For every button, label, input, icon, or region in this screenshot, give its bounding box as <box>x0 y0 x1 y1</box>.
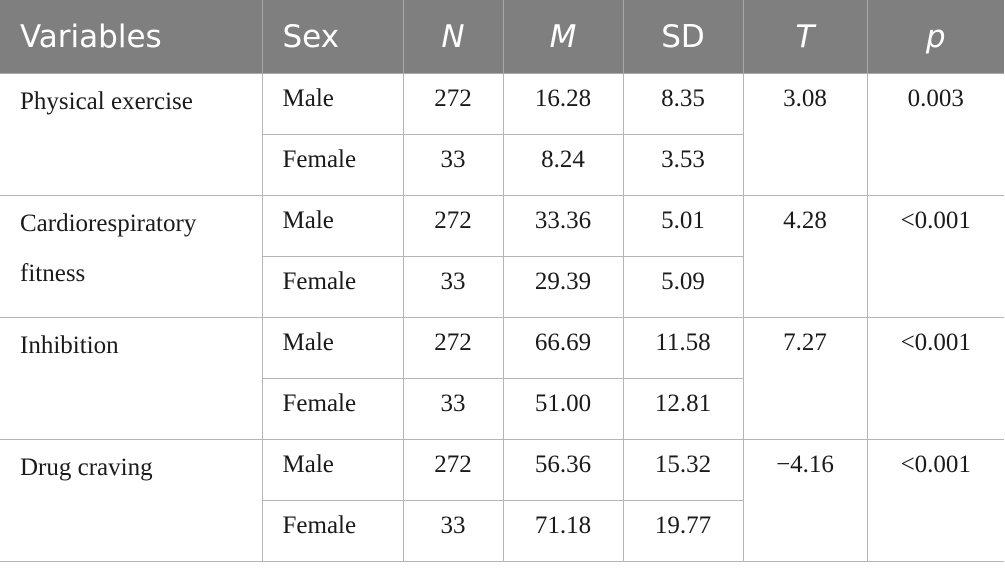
table-row: Female 33 29.39 5.09 <box>0 256 1004 318</box>
m-cell: 29.39 <box>502 256 624 318</box>
n-cell: 33 <box>402 500 504 562</box>
header-p: p <box>867 0 1004 74</box>
sd-cell: 11.58 <box>622 317 744 379</box>
header-t: T <box>743 0 868 74</box>
n-cell: 33 <box>402 134 504 196</box>
statistics-table: Variables Sex N M SD T p Physical exerci… <box>0 0 1004 562</box>
p-cell: <0.001 <box>866 439 1004 562</box>
p-cell: <0.001 <box>866 195 1004 318</box>
t-cell: 4.28 <box>742 195 868 318</box>
sd-cell: 5.01 <box>622 195 744 257</box>
table-row: Female 33 8.24 3.53 <box>0 134 1004 196</box>
header-variables: Variables <box>0 0 263 74</box>
m-cell: 33.36 <box>502 195 624 257</box>
m-cell: 8.24 <box>502 134 624 196</box>
sex-cell: Male <box>261 439 404 501</box>
sd-cell: 8.35 <box>622 73 744 135</box>
n-cell: 33 <box>402 256 504 318</box>
m-cell: 66.69 <box>502 317 624 379</box>
header-row: Variables Sex N M SD T p <box>0 0 1004 74</box>
sd-cell: 19.77 <box>622 500 743 562</box>
header-sd: SD <box>623 0 744 74</box>
sex-cell: Male <box>261 195 404 257</box>
table-row: Female 33 51.00 12.81 <box>0 378 1004 440</box>
n-cell: 33 <box>402 378 504 440</box>
sex-cell: Female <box>262 500 404 562</box>
p-cell: 0.003 <box>866 73 1004 196</box>
m-cell: 51.00 <box>502 378 624 440</box>
n-cell: 272 <box>402 317 504 379</box>
variable-cell: Cardiorespiratory fitness <box>0 195 263 318</box>
sex-cell: Male <box>261 317 404 379</box>
table-row: Inhibition Male 272 66.69 11.58 7.27 <0.… <box>0 317 1004 440</box>
sd-cell: 12.81 <box>622 378 743 440</box>
table-row: Cardiorespiratory fitness Male 272 33.36… <box>0 195 1004 318</box>
variable-cell: Physical exercise <box>0 73 263 196</box>
table-row: Drug craving Male 272 56.36 15.32 −4.16 … <box>0 439 1004 562</box>
t-cell: 3.08 <box>742 73 868 196</box>
n-cell: 272 <box>402 439 504 501</box>
header-m: M <box>503 0 624 74</box>
sd-cell: 5.09 <box>622 256 743 318</box>
sex-cell: Male <box>261 73 404 135</box>
table-row: Female 33 71.18 19.77 <box>0 500 1004 562</box>
variable-cell: Inhibition <box>0 317 263 440</box>
header-sex: Sex <box>262 0 404 74</box>
variable-cell: Drug craving <box>0 439 263 562</box>
m-cell: 56.36 <box>502 439 624 501</box>
n-cell: 272 <box>402 195 504 257</box>
t-cell: −4.16 <box>742 439 868 562</box>
table-row: Physical exercise Male 272 16.28 8.35 3.… <box>0 73 1004 196</box>
sd-cell: 15.32 <box>622 439 744 501</box>
n-cell: 272 <box>402 73 504 135</box>
m-cell: 71.18 <box>502 500 624 562</box>
sex-cell: Female <box>262 134 404 196</box>
header-n: N <box>403 0 504 74</box>
m-cell: 16.28 <box>502 73 624 135</box>
sd-cell: 3.53 <box>622 134 743 196</box>
p-cell: <0.001 <box>866 317 1004 440</box>
t-cell: 7.27 <box>742 317 868 440</box>
sex-cell: Female <box>262 256 404 318</box>
sex-cell: Female <box>262 378 404 440</box>
